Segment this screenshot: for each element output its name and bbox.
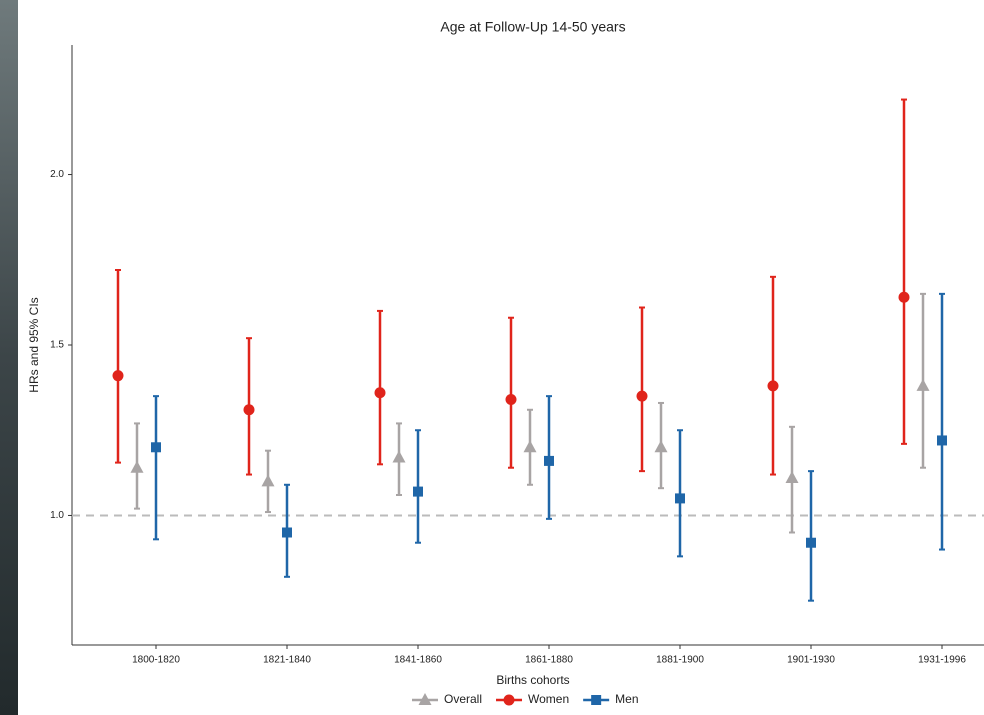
x-tick-label: 1931-1996 bbox=[918, 655, 966, 666]
point bbox=[544, 455, 554, 466]
point bbox=[112, 370, 124, 382]
x-tick-label: 1841-1860 bbox=[394, 655, 442, 666]
x-tick-label: 1881-1900 bbox=[656, 655, 704, 666]
legend-label: Men bbox=[615, 692, 638, 706]
point bbox=[636, 390, 648, 402]
x-tick-label: 1861-1880 bbox=[525, 655, 573, 666]
chart-title: Age at Follow-Up 14-50 years bbox=[440, 19, 625, 35]
point bbox=[261, 474, 275, 487]
point bbox=[130, 460, 144, 473]
point bbox=[392, 450, 406, 463]
point bbox=[243, 404, 255, 416]
x-tick-label: 1800-1820 bbox=[132, 655, 180, 666]
point bbox=[282, 527, 292, 538]
legend-marker bbox=[418, 693, 432, 705]
x-tick-label: 1901-1930 bbox=[787, 655, 835, 666]
legend-label: Overall bbox=[444, 692, 482, 706]
point bbox=[505, 394, 517, 406]
point bbox=[374, 387, 386, 399]
point bbox=[916, 378, 930, 391]
point bbox=[675, 493, 685, 504]
point bbox=[413, 486, 423, 497]
point bbox=[767, 380, 779, 392]
y-tick-label: 1.0 bbox=[50, 510, 64, 521]
point bbox=[151, 442, 161, 453]
y-axis-label: HRs and 95% CIs bbox=[27, 297, 41, 392]
point bbox=[806, 537, 816, 548]
y-tick-label: 1.5 bbox=[50, 340, 64, 351]
legend-marker bbox=[503, 694, 515, 706]
background-photo bbox=[0, 0, 18, 715]
point bbox=[898, 291, 910, 303]
point bbox=[654, 440, 668, 453]
x-axis-label: Births cohorts bbox=[496, 673, 569, 687]
legend-label: Women bbox=[528, 692, 569, 706]
point bbox=[523, 440, 537, 453]
point bbox=[937, 435, 947, 446]
y-tick-label: 2.0 bbox=[50, 169, 64, 180]
x-tick-label: 1821-1840 bbox=[263, 655, 311, 666]
point bbox=[785, 470, 799, 483]
legend-marker bbox=[591, 695, 602, 705]
